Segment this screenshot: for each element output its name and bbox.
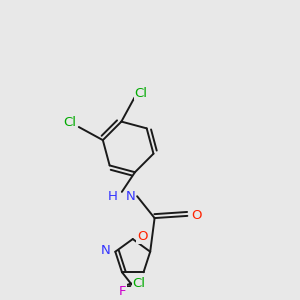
Text: N: N	[126, 190, 136, 203]
Text: O: O	[137, 230, 148, 243]
Text: N: N	[101, 244, 111, 257]
Text: O: O	[191, 209, 201, 222]
Text: Cl: Cl	[64, 116, 76, 129]
Text: Cl: Cl	[134, 87, 148, 100]
Text: Cl: Cl	[133, 277, 146, 290]
Text: F: F	[119, 285, 126, 298]
Text: H: H	[108, 190, 118, 203]
